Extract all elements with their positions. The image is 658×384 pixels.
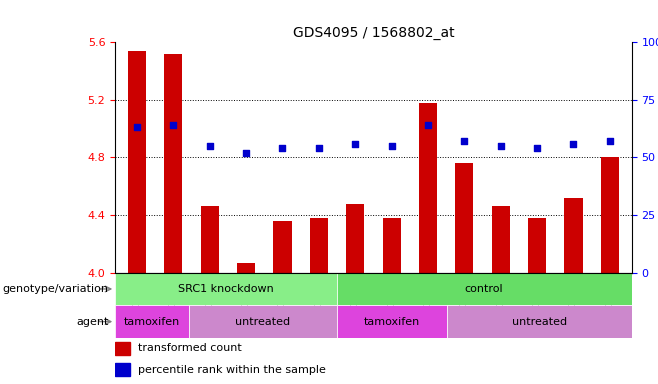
Title: GDS4095 / 1568802_at: GDS4095 / 1568802_at	[293, 26, 454, 40]
Point	[495, 143, 506, 149]
Text: percentile rank within the sample: percentile rank within the sample	[138, 364, 326, 375]
Text: SRC1 knockdown: SRC1 knockdown	[178, 284, 274, 294]
Point	[277, 145, 288, 151]
Text: tamoxifen: tamoxifen	[364, 316, 420, 327]
Bar	[273, 221, 291, 273]
Bar	[237, 263, 255, 273]
Bar	[565, 198, 582, 273]
Text: untreated: untreated	[512, 316, 567, 327]
Bar	[128, 51, 146, 273]
Bar	[492, 207, 510, 273]
Point	[168, 122, 178, 128]
Bar	[601, 157, 619, 273]
Bar	[419, 103, 437, 273]
Bar	[455, 163, 474, 273]
Point	[350, 141, 361, 147]
Bar	[528, 218, 546, 273]
Text: untreated: untreated	[235, 316, 290, 327]
Point	[241, 150, 251, 156]
Bar	[447, 305, 632, 338]
Bar	[164, 54, 182, 273]
Point	[605, 138, 615, 144]
Bar	[189, 305, 336, 338]
Bar	[382, 218, 401, 273]
Text: genotype/variation: genotype/variation	[3, 284, 109, 294]
Point	[459, 138, 470, 144]
Bar	[115, 273, 336, 305]
Point	[569, 141, 579, 147]
Point	[314, 145, 324, 151]
Bar	[310, 218, 328, 273]
Bar	[346, 204, 365, 273]
Bar	[115, 363, 130, 376]
Point	[386, 143, 397, 149]
Bar	[115, 305, 189, 338]
Text: agent: agent	[76, 316, 109, 327]
Point	[422, 122, 433, 128]
Text: transformed count: transformed count	[138, 343, 242, 354]
Bar	[115, 342, 130, 355]
Bar	[201, 207, 219, 273]
Bar	[336, 305, 447, 338]
Point	[132, 124, 142, 131]
Bar	[336, 273, 632, 305]
Text: control: control	[465, 284, 503, 294]
Point	[532, 145, 542, 151]
Point	[205, 143, 215, 149]
Text: tamoxifen: tamoxifen	[124, 316, 180, 327]
